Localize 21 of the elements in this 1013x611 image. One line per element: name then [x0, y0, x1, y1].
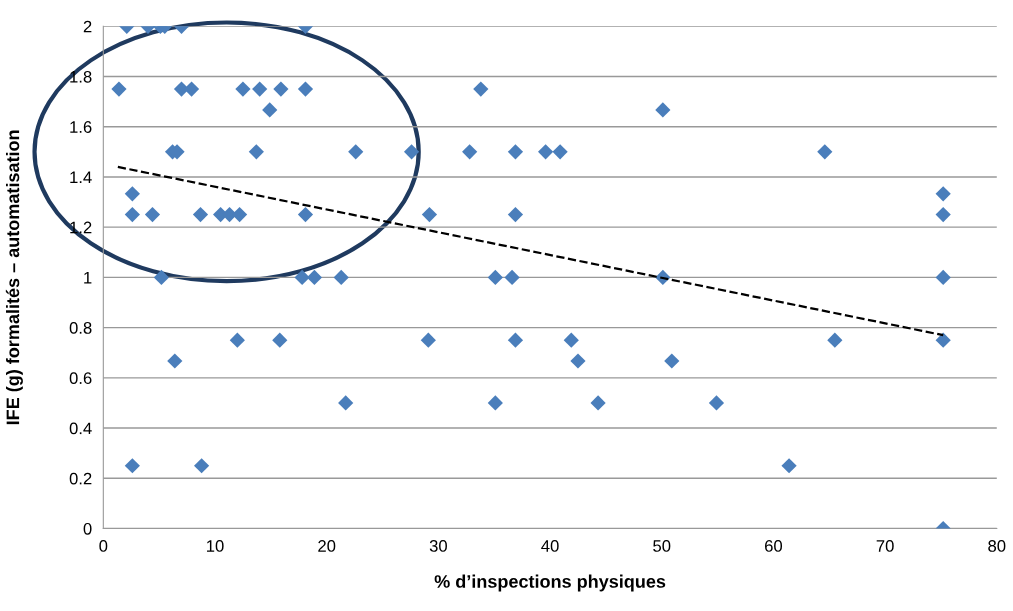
x-tick-label: 50 — [653, 540, 671, 552]
y-tick-label: 1.4 — [70, 171, 92, 183]
x-tick-label: 80 — [988, 540, 1006, 552]
y-tick-label: 0.8 — [69, 322, 92, 334]
y-tick-label: 0.6 — [69, 372, 92, 385]
y-tick-label: 1.6 — [70, 121, 92, 133]
x-tick-label: 60 — [765, 540, 783, 552]
x-tick-label: 20 — [318, 540, 336, 552]
x-tick-label: 0 — [99, 540, 108, 552]
y-tick-label: 2 — [83, 20, 92, 33]
x-tick-label: 40 — [541, 540, 559, 552]
y-axis-title: IFE (g) formalités – automatisation — [5, 130, 23, 425]
y-tick-label: 1.8 — [70, 70, 92, 83]
y-tick-label: 1 — [84, 271, 92, 284]
x-tick-label: 10 — [207, 540, 224, 552]
x-tick-label: 70 — [876, 540, 894, 552]
y-tick-label: 0 — [83, 522, 92, 535]
y-tick-label: 0.4 — [69, 422, 92, 435]
x-tick-label: 30 — [429, 540, 447, 552]
x-axis-title: % d’inspections physiques — [434, 574, 666, 592]
y-tick-label: 0.2 — [69, 472, 92, 485]
